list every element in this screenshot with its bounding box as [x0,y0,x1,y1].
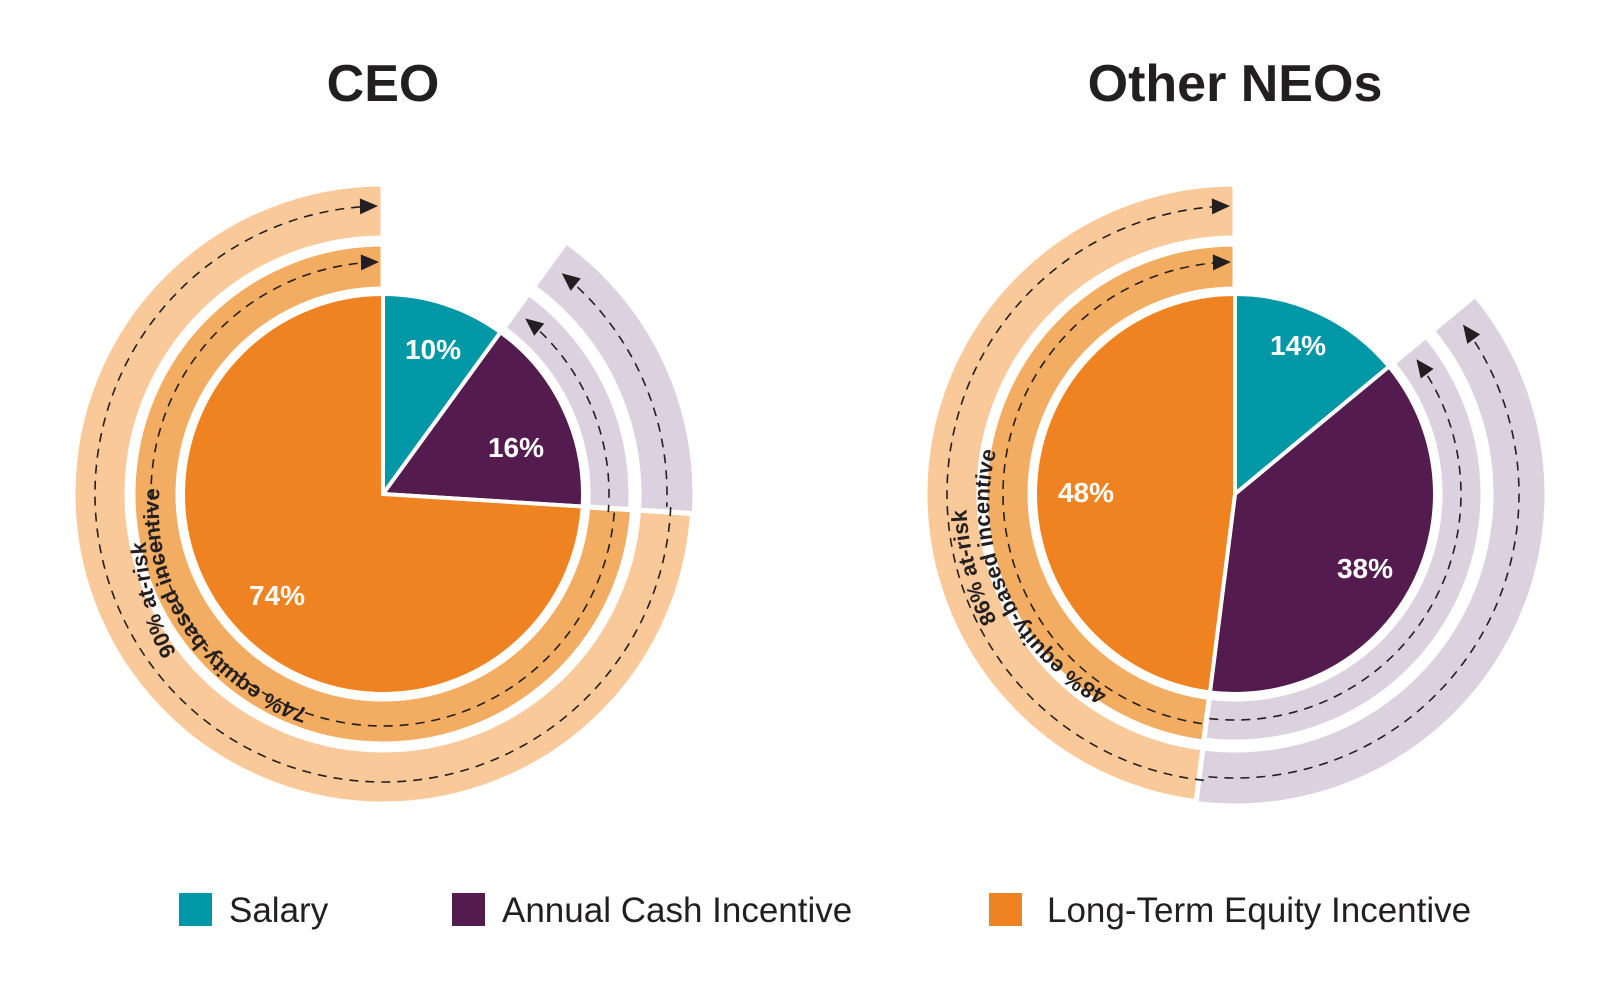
neo-chart-title: Other NEOs [1088,55,1383,113]
ceo-chart-title: CEO [327,55,440,113]
neo-cash-outer-band [1193,291,1550,809]
neo-cash-label: 38% [1337,553,1393,584]
ceo-cash-outer-arrow [561,273,581,291]
neo-equity-dashed-arc [1002,261,1223,725]
ceo-equity-label: 74% [249,580,305,611]
neo-salary-label: 14% [1270,330,1326,361]
ceo-cash-slice [379,329,585,509]
legend-swatch-cash [452,893,485,926]
ceo-equity-dashed-arc [150,261,616,727]
neo-cash-outer-dashed-arc [1204,328,1520,779]
ceo-at-risk-band [70,181,696,807]
legend-swatch-salary [179,893,212,926]
neo-at-risk-band [922,181,1238,805]
ceo-cash-label: 16% [488,432,544,463]
legend-label-equity: Long-Term Equity Incentive [1047,891,1471,930]
neo-atrisk-dashed-arc [946,205,1220,782]
ceo-chart: 10% 16% 74% 90% at-risk 74% equity-based… [70,181,698,807]
ceo-equity-slice [181,291,585,696]
neo-equity-label: 48% [1058,477,1114,508]
ceo-salary-slice [381,291,504,501]
neo-arrows [946,198,1520,782]
ceo-equity-arrow [360,254,379,271]
legend-label-cash: Annual Cash Incentive [502,891,852,930]
legend-label-salary: Salary [229,891,329,930]
ceo-cash-inner-arrow [525,318,545,336]
ceo-equity-band [130,241,636,747]
ceo-cash-outer-dashed-arc [565,275,668,507]
ceo-cash-outer-band [529,238,698,517]
ceo-salary-label: 10% [405,334,461,365]
neo-equity-slice [1032,291,1237,695]
ceo-atrisk-arrow [359,198,378,215]
neo-cash-slice [1207,363,1437,696]
ceo-atrisk-dashed-arc [94,205,672,783]
legend-swatch-equity [989,893,1022,926]
neo-cash-inner-arrow [1416,359,1434,379]
neo-equity-arrow [1212,254,1231,271]
neo-salary-slice [1233,291,1392,499]
neo-equity-band [982,241,1238,745]
neo-cash-inner-dashed-arc [1202,361,1462,721]
neo-cash-outer-arrow [1463,324,1481,344]
neo-chart: 14% 38% 48% 86% at-risk 48% equity-based… [922,181,1550,809]
neo-atrisk-arrow [1211,198,1230,215]
ceo-arrows [94,198,672,783]
neo-cash-inner-band [1201,332,1486,745]
legend: Salary Annual Cash Incentive Long-Term E… [179,891,1471,930]
